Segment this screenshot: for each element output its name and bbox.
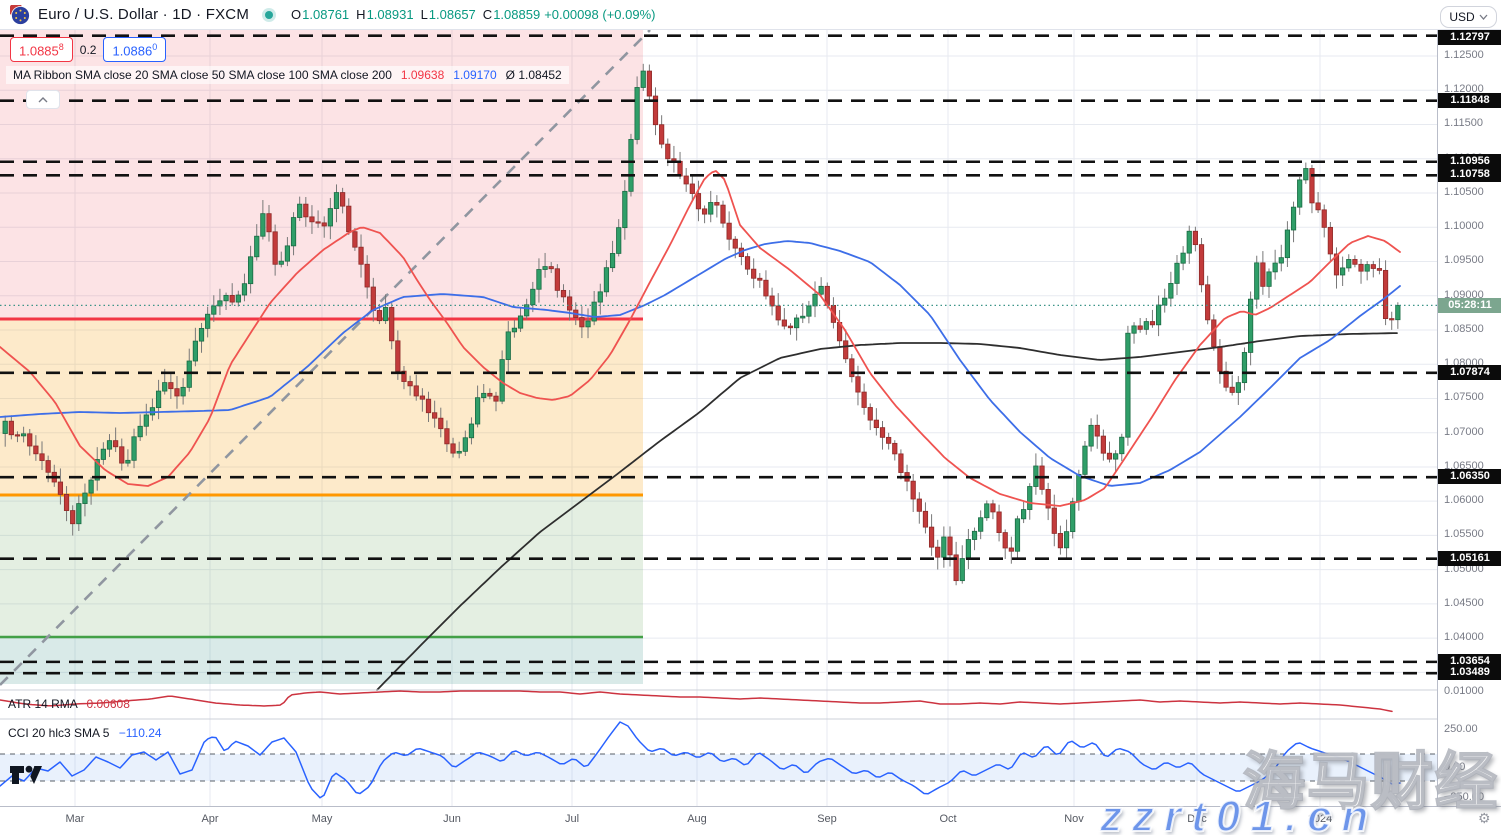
watermark-brand: 海马财经 [1242,747,1500,818]
time-axis[interactable]: Mar Apr May Jun Jul Aug Sep Oct Nov Dec 2024 [0,806,1501,835]
low-value: 1.08657 [428,7,476,22]
level-price-badge: 1.07874 [1438,364,1501,380]
chart-svg [0,29,1437,806]
price-tick: 1.06500 [1444,459,1484,472]
cci-legend[interactable]: CCI 20 hlc3 SMA 5 −110.24 [8,726,162,740]
candles-layer [2,63,1401,586]
atr-line [0,690,1393,713]
level-price-badge: 1.12797 [1438,30,1501,45]
price-tick: 1.05000 [1444,562,1484,575]
open-value: 1.08761 [302,7,350,22]
support-resistance-zones [0,30,643,684]
cci-tick: 250.00 [1444,723,1478,735]
price-tick: 1.09500 [1444,254,1484,267]
grid-layer [0,30,1437,806]
currency-dropdown[interactable]: USD [1440,6,1497,28]
price-tick: 1.04000 [1444,631,1484,644]
atr-label: ATR 14 RMA [8,697,78,711]
time-axis-label: Sep [817,813,837,825]
tradingview-logo[interactable] [8,763,44,787]
time-axis-label: Apr [201,813,219,825]
time-axis-label: Aug [687,813,707,825]
cci-label: CCI 20 hlc3 SMA 5 [8,726,110,740]
sma20-value: 1.09638 [400,68,445,82]
price-tick: 1.09000 [1444,288,1484,301]
level-price-badge: 1.10758 [1438,167,1501,183]
price-tick: 1.08500 [1444,322,1484,335]
price-tick: 1.12500 [1444,49,1484,61]
level-price-badge: 1.10956 [1438,153,1501,169]
level-price-badge: 1.03654 [1438,653,1501,669]
price-tick: 1.06000 [1444,494,1484,507]
gear-icon[interactable]: ⚙ [1478,810,1491,826]
time-axis-label: Oct [939,813,957,825]
time-axis-label: 2024 [1307,813,1333,825]
ma-ribbon-lines [0,170,1401,691]
price-tick: 1.04500 [1444,596,1484,609]
ma-ribbon-legend[interactable]: MA Ribbon SMA close 20 SMA close 50 SMA … [6,66,569,84]
level-price-badge: 1.06350 [1438,469,1501,485]
cci-tick: 0.00 [1444,761,1466,773]
sma50-value: 1.09170 [453,68,497,82]
price-tick: 1.11500 [1444,117,1483,130]
collapse-legend-button[interactable] [26,90,60,109]
trendline [0,29,651,686]
time-axis-label: May [311,813,333,825]
cci-value: −110.24 [118,726,162,740]
atr-tick: 0.01000 [1444,685,1484,697]
change-value: +0.00098 (+0.09%) [544,7,656,22]
chart-canvas[interactable] [0,0,1437,806]
time-axis-label: Jul [564,813,580,825]
level-price-badge: 1.03489 [1438,665,1501,681]
close-value: 1.08859 [493,7,541,22]
price-tick: 1.10500 [1444,185,1484,198]
quote-panel: 1.08858 0.2 1.08860 [10,37,167,63]
time-axis-label: Jun [443,813,461,825]
chevron-down-icon [1479,14,1488,20]
watermark-site: zzrt01.cn [1099,791,1379,835]
time-axis-label: Nov [1064,813,1084,825]
market-status-icon[interactable] [265,10,274,19]
atr-legend[interactable]: ATR 14 RMA 0.00608 [8,697,130,711]
bar-countdown: 05:28:11 [1438,298,1501,314]
price-tick: 1.07500 [1444,391,1484,404]
eur-flag-icon [10,4,30,25]
high-value: 1.08931 [366,7,414,22]
price-tick: 1.12000 [1444,83,1484,96]
time-axis-label: Mar [65,813,85,825]
sell-price-button[interactable]: 1.08858 [10,37,73,63]
sma-avg-value: Ø 1.08452 [505,68,562,82]
spread-value: 0.2 [79,42,97,57]
price-axis[interactable]: 1.125001.120001.115001.110001.105001.100… [1437,0,1501,806]
atr-value: 0.00608 [86,697,130,711]
buy-price-button[interactable]: 1.08860 [103,37,167,63]
cci-tick: −250.00 [1444,791,1485,803]
level-price-badge: 1.05161 [1438,550,1501,566]
symbol-title[interactable]: Euro / U.S. Dollar · 1D · FXCM [38,6,250,23]
price-tick: 1.05500 [1444,528,1484,541]
toolbar: Euro / U.S. Dollar · 1D · FXCM O1.08761 … [0,0,1501,30]
cci-pane [0,721,1437,799]
chevron-up-icon [38,96,48,102]
level-price-badge: 1.11848 [1438,92,1501,108]
time-axis-label: Dec [1187,813,1207,825]
price-tick: 1.07000 [1444,425,1484,438]
price-tick: 1.10000 [1444,220,1484,233]
key-level-lines [0,34,1437,675]
ohlc-values: O1.08761 H1.08931 L1.08657 C1.08859 [291,7,541,22]
ma-ribbon-label: MA Ribbon SMA close 20 SMA close 50 SMA … [13,68,392,82]
